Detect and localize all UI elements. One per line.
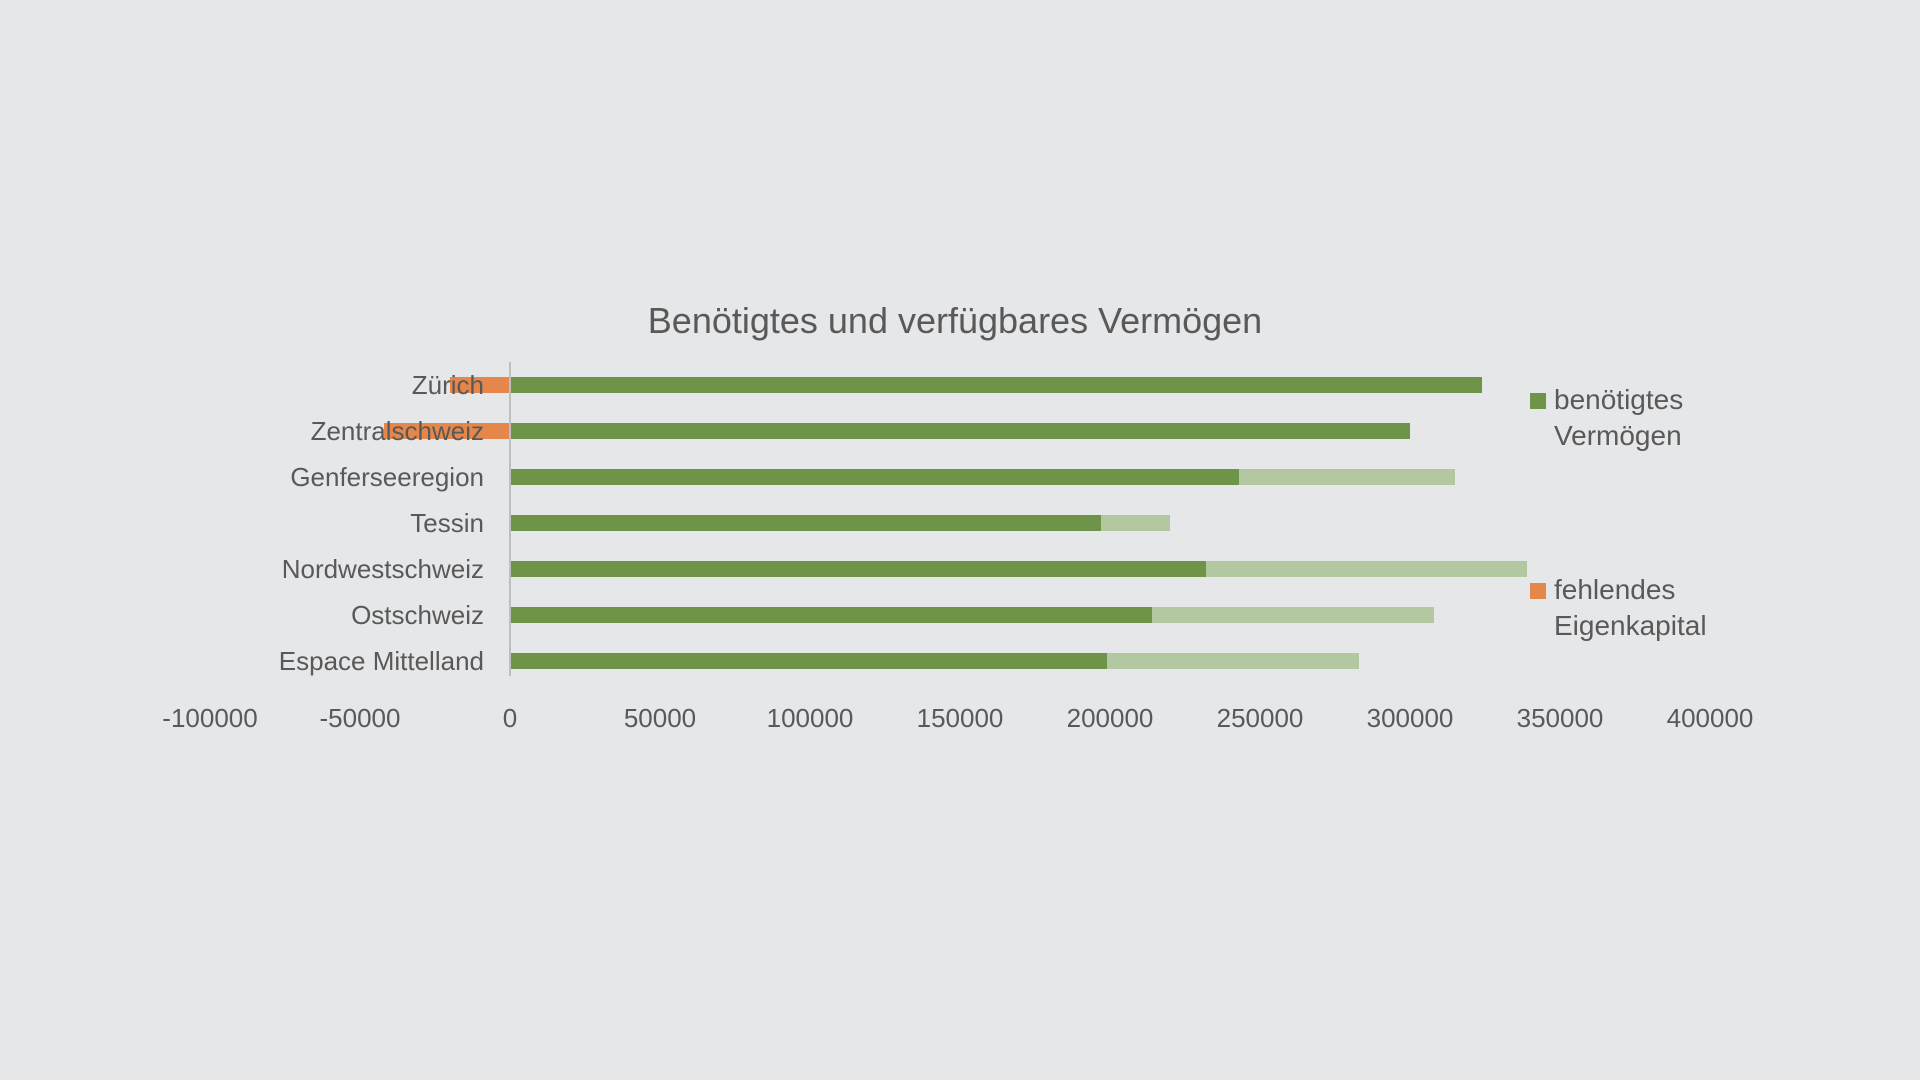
bar-genferseeregion-series-0 — [510, 469, 1239, 485]
x-tick-label: 50000 — [624, 703, 696, 733]
bar-nordwestschweiz-series-1 — [1206, 561, 1527, 577]
category-label-zurich: Zürich — [412, 370, 484, 400]
bar-genferseeregion-series-1 — [1239, 469, 1455, 485]
bar-zentralschweiz-series-2 — [384, 423, 510, 439]
category-label-zentralschweiz: Zentralschweiz — [311, 416, 484, 446]
category-label-genferseeregion: Genferseeregion — [290, 462, 484, 492]
chart-title: Benötigtes und verfügbares Vermögen — [648, 300, 1262, 341]
bars-layer — [384, 377, 1527, 669]
x-tick-label: 400000 — [1667, 703, 1754, 733]
x-tick-label: -50000 — [320, 703, 401, 733]
bar-tessin-series-1 — [1101, 515, 1170, 531]
legend-swatch-0 — [1530, 393, 1546, 409]
category-labels: Zürich Zentralschweiz Genferseeregion Tessi… — [279, 370, 484, 676]
x-tick-label: 100000 — [767, 703, 854, 733]
bar-ostschweiz-series-0 — [510, 607, 1152, 623]
x-tick-label: 300000 — [1367, 703, 1454, 733]
bar-espace-mittelland-series-1 — [1107, 653, 1359, 669]
legend-label-1-line1: fehlendes — [1554, 574, 1675, 605]
legend-label-1-line2: Eigenkapital — [1554, 610, 1707, 641]
bar-espace-mittelland-series-0 — [510, 653, 1107, 669]
legend-label-0-line1: benötigtes — [1554, 384, 1683, 415]
x-tick-label: 0 — [503, 703, 517, 733]
bar-zentralschweiz-series-0 — [510, 423, 1410, 439]
legend-label-0-line2: Vermögen — [1554, 420, 1682, 451]
x-tick-label: 350000 — [1517, 703, 1604, 733]
bar-tessin-series-0 — [510, 515, 1101, 531]
legend: benötigtes Vermögen fehlendes Eigenkapital — [1530, 384, 1707, 641]
legend-swatch-1 — [1530, 583, 1546, 599]
bar-zurich-series-0 — [510, 377, 1482, 393]
category-label-ostschweiz: Ostschweiz — [351, 600, 484, 630]
category-label-espace-mittelland: Espace Mittelland — [279, 646, 484, 676]
x-tick-label: 200000 — [1067, 703, 1154, 733]
bar-nordwestschweiz-series-0 — [510, 561, 1206, 577]
category-label-nordwestschweiz: Nordwestschweiz — [282, 554, 484, 584]
x-tick-label: -100000 — [162, 703, 257, 733]
bar-ostschweiz-series-1 — [1152, 607, 1434, 623]
bar-zurich-series-2 — [450, 377, 510, 393]
x-tick-label: 150000 — [917, 703, 1004, 733]
x-axis-tick-labels: -100000 -50000 0 50000 100000 150000 200000 250… — [162, 703, 1753, 733]
category-label-tessin: Tessin — [410, 508, 484, 538]
x-tick-label: 250000 — [1217, 703, 1304, 733]
